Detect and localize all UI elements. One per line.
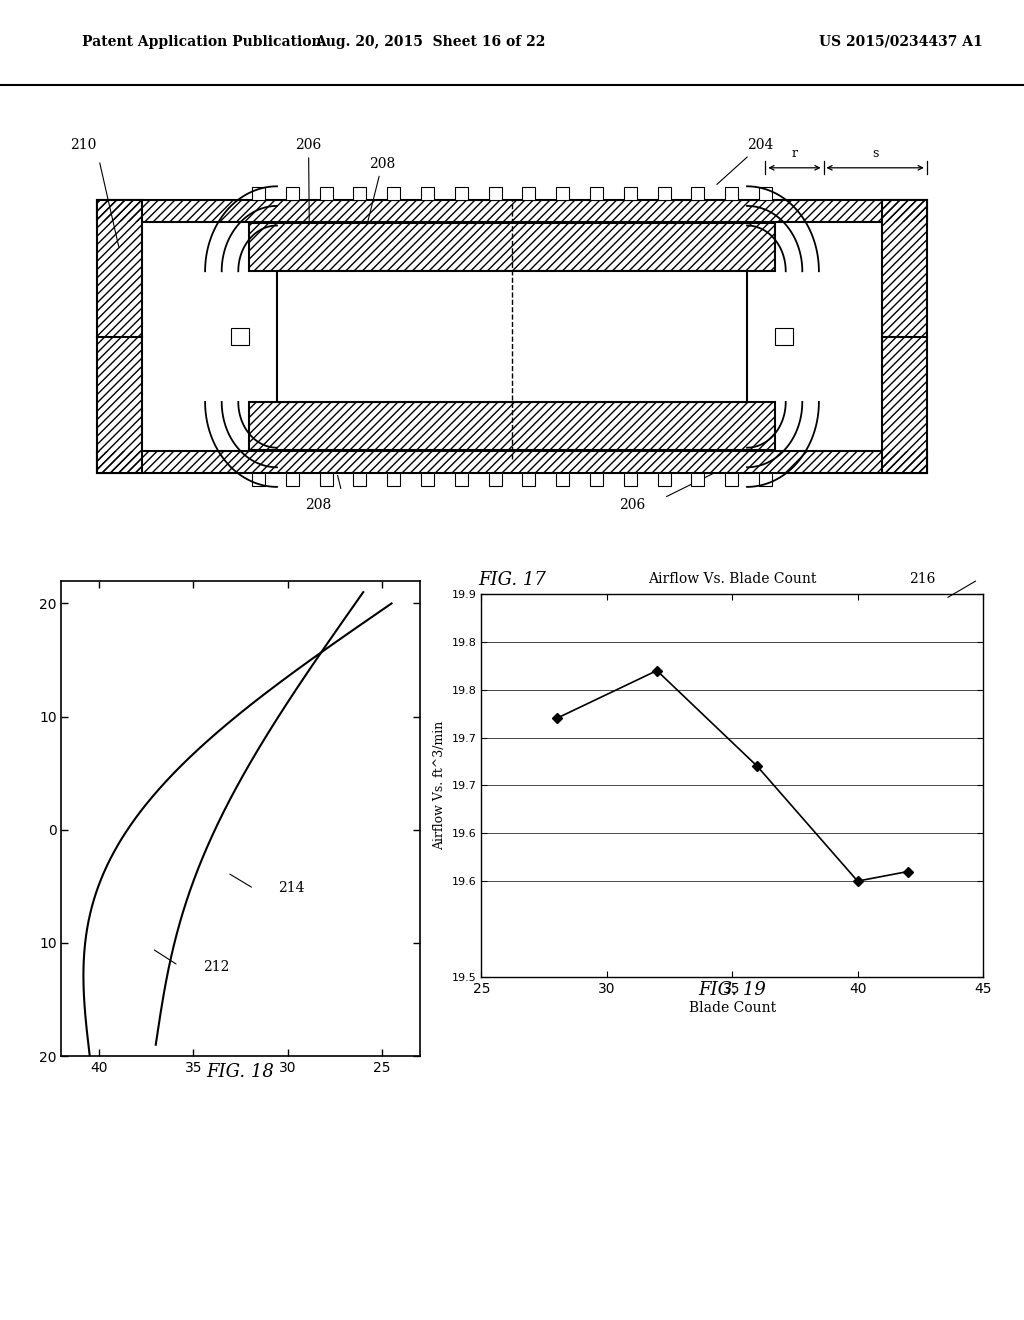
- Bar: [387, 473, 400, 486]
- Bar: [250, 403, 774, 450]
- Bar: [657, 473, 671, 486]
- X-axis label: Blade Count: Blade Count: [688, 1001, 776, 1015]
- Text: 216: 216: [909, 573, 936, 586]
- Text: 214: 214: [279, 880, 305, 895]
- Bar: [319, 187, 333, 201]
- Text: FIG. 18: FIG. 18: [207, 1063, 274, 1081]
- Bar: [421, 187, 434, 201]
- Bar: [488, 473, 502, 486]
- Bar: [725, 473, 738, 486]
- Bar: [97, 451, 927, 473]
- Bar: [883, 201, 927, 473]
- Bar: [286, 187, 299, 201]
- Bar: [775, 327, 793, 346]
- Text: Aug. 20, 2015  Sheet 16 of 22: Aug. 20, 2015 Sheet 16 of 22: [315, 34, 545, 49]
- Bar: [883, 201, 927, 473]
- Bar: [759, 187, 772, 201]
- Bar: [657, 187, 671, 201]
- Bar: [455, 473, 468, 486]
- Bar: [252, 187, 265, 201]
- Bar: [231, 327, 250, 346]
- Bar: [455, 187, 468, 201]
- Text: Patent Application Publication: Patent Application Publication: [82, 34, 322, 49]
- Bar: [387, 187, 400, 201]
- Bar: [556, 473, 569, 486]
- Bar: [488, 187, 502, 201]
- Bar: [97, 451, 927, 473]
- Bar: [286, 473, 299, 486]
- Bar: [421, 473, 434, 486]
- Bar: [276, 272, 748, 403]
- Text: 208: 208: [305, 498, 332, 512]
- Text: 212: 212: [203, 960, 229, 974]
- Bar: [252, 473, 265, 486]
- Bar: [97, 201, 927, 222]
- Bar: [759, 473, 772, 486]
- Text: r: r: [792, 147, 798, 160]
- Bar: [624, 187, 637, 201]
- Bar: [691, 473, 705, 486]
- Bar: [590, 187, 603, 201]
- Bar: [319, 473, 333, 486]
- Text: 210: 210: [71, 139, 96, 152]
- Bar: [97, 201, 927, 222]
- Bar: [250, 223, 774, 272]
- Bar: [97, 201, 141, 473]
- Text: 208: 208: [356, 157, 395, 268]
- Text: 204: 204: [717, 139, 773, 185]
- Bar: [250, 223, 774, 272]
- Text: FIG. 17: FIG. 17: [478, 570, 546, 589]
- Text: US 2015/0234437 A1: US 2015/0234437 A1: [819, 34, 983, 49]
- Y-axis label: Airflow Vs. ft^3/min: Airflow Vs. ft^3/min: [433, 721, 446, 850]
- Bar: [590, 473, 603, 486]
- Bar: [250, 403, 774, 450]
- Text: s: s: [871, 147, 879, 160]
- Bar: [522, 187, 536, 201]
- Title: Airflow Vs. Blade Count: Airflow Vs. Blade Count: [648, 572, 816, 586]
- Bar: [556, 187, 569, 201]
- Bar: [522, 473, 536, 486]
- Text: 206: 206: [296, 139, 322, 220]
- Bar: [97, 201, 141, 473]
- Text: 206: 206: [618, 498, 645, 512]
- Bar: [624, 473, 637, 486]
- Bar: [353, 473, 367, 486]
- Bar: [353, 187, 367, 201]
- Text: FIG. 19: FIG. 19: [698, 981, 766, 999]
- Bar: [691, 187, 705, 201]
- Bar: [725, 187, 738, 201]
